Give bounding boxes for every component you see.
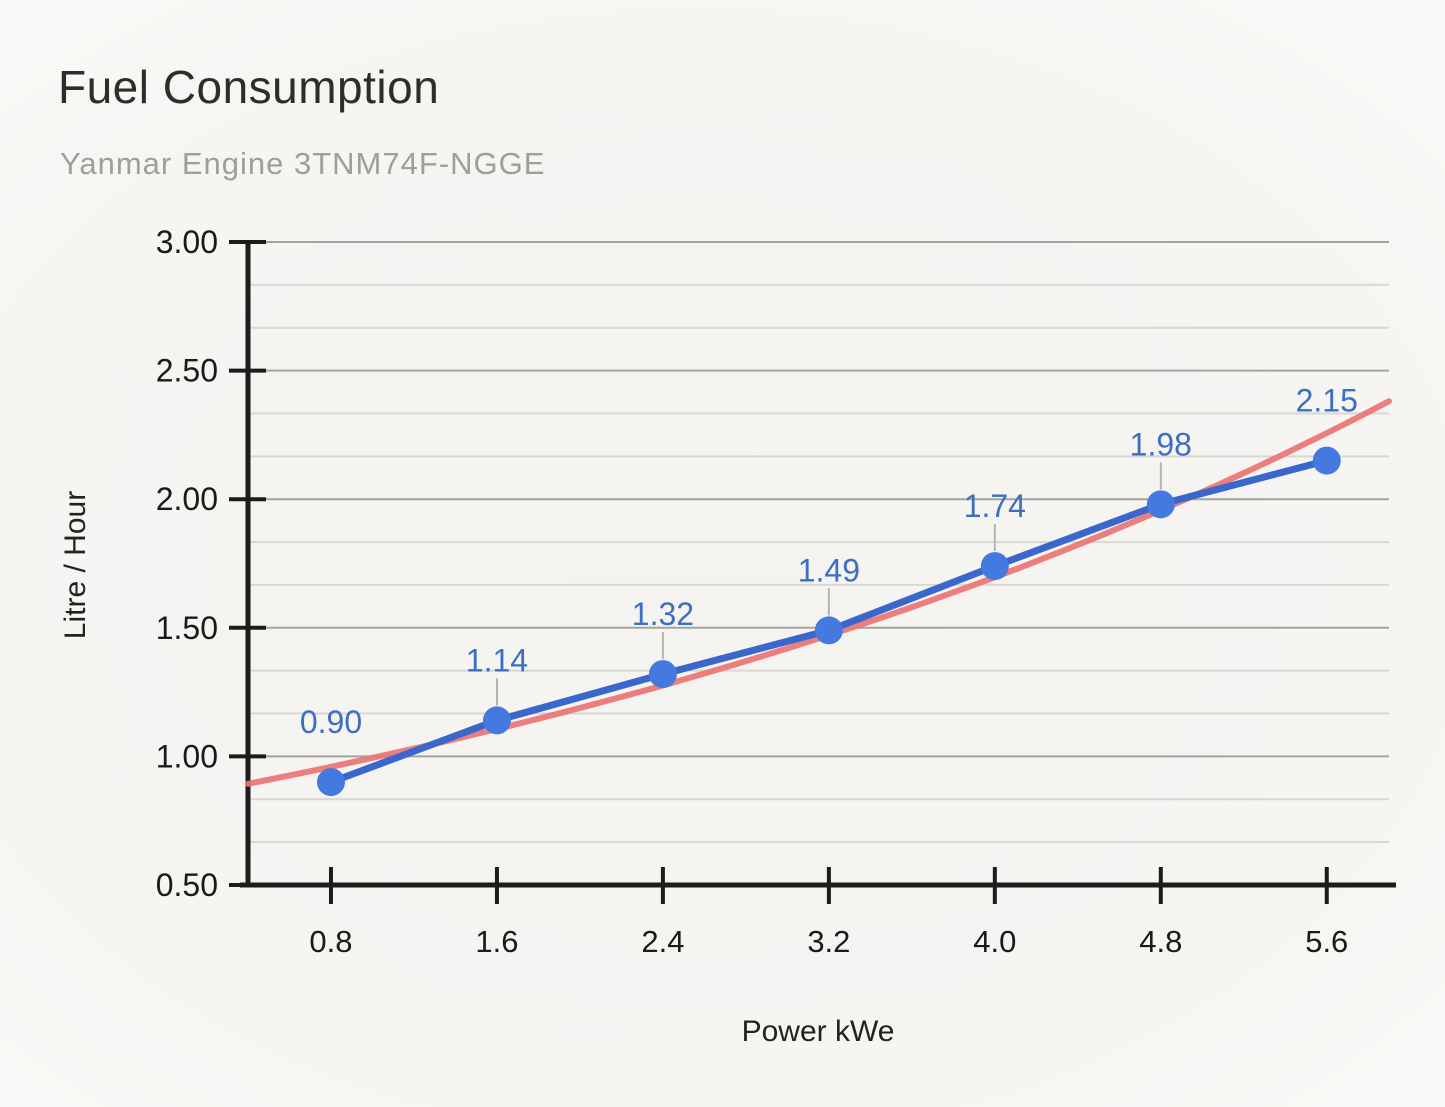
data-point-marker <box>814 616 843 645</box>
x-tick-label: 5.6 <box>1305 924 1348 959</box>
data-point-marker <box>648 660 677 689</box>
y-tick-label: 1.00 <box>156 738 218 774</box>
y-tick-label: 2.50 <box>156 353 218 389</box>
y-tick-label: 1.50 <box>156 610 218 646</box>
chart-title: Fuel Consumption <box>58 61 440 113</box>
y-tick-label: 0.50 <box>156 867 218 903</box>
chart-subtitle: Yanmar Engine 3TNM74F-NGGE <box>60 146 546 181</box>
x-tick-label: 1.6 <box>475 924 518 959</box>
data-point-label: 0.90 <box>300 704 362 740</box>
data-point-marker <box>980 552 1009 581</box>
data-point-label: 2.15 <box>1296 383 1358 419</box>
x-tick-label: 2.4 <box>641 924 684 959</box>
trendline <box>245 398 1392 787</box>
x-tick-label: 0.8 <box>309 924 352 959</box>
y-tick-label: 3.00 <box>156 224 218 260</box>
data-point-marker <box>1146 490 1175 519</box>
x-tick-label: 4.0 <box>973 924 1016 959</box>
data-point-label: 1.49 <box>798 552 860 588</box>
data-point-label: 1.74 <box>964 488 1026 524</box>
data-point-label: 1.14 <box>466 642 528 678</box>
data-point-marker <box>1312 446 1341 475</box>
y-tick-label: 2.00 <box>156 481 218 517</box>
data-point-label: 1.32 <box>632 596 694 632</box>
data-point-label: 1.98 <box>1130 426 1192 462</box>
x-axis-title: Power kWe <box>741 1015 895 1048</box>
x-tick-label: 4.8 <box>1139 924 1182 959</box>
data-point-marker <box>316 768 345 797</box>
x-tick-label: 3.2 <box>807 924 850 959</box>
data-point-marker <box>482 706 511 735</box>
